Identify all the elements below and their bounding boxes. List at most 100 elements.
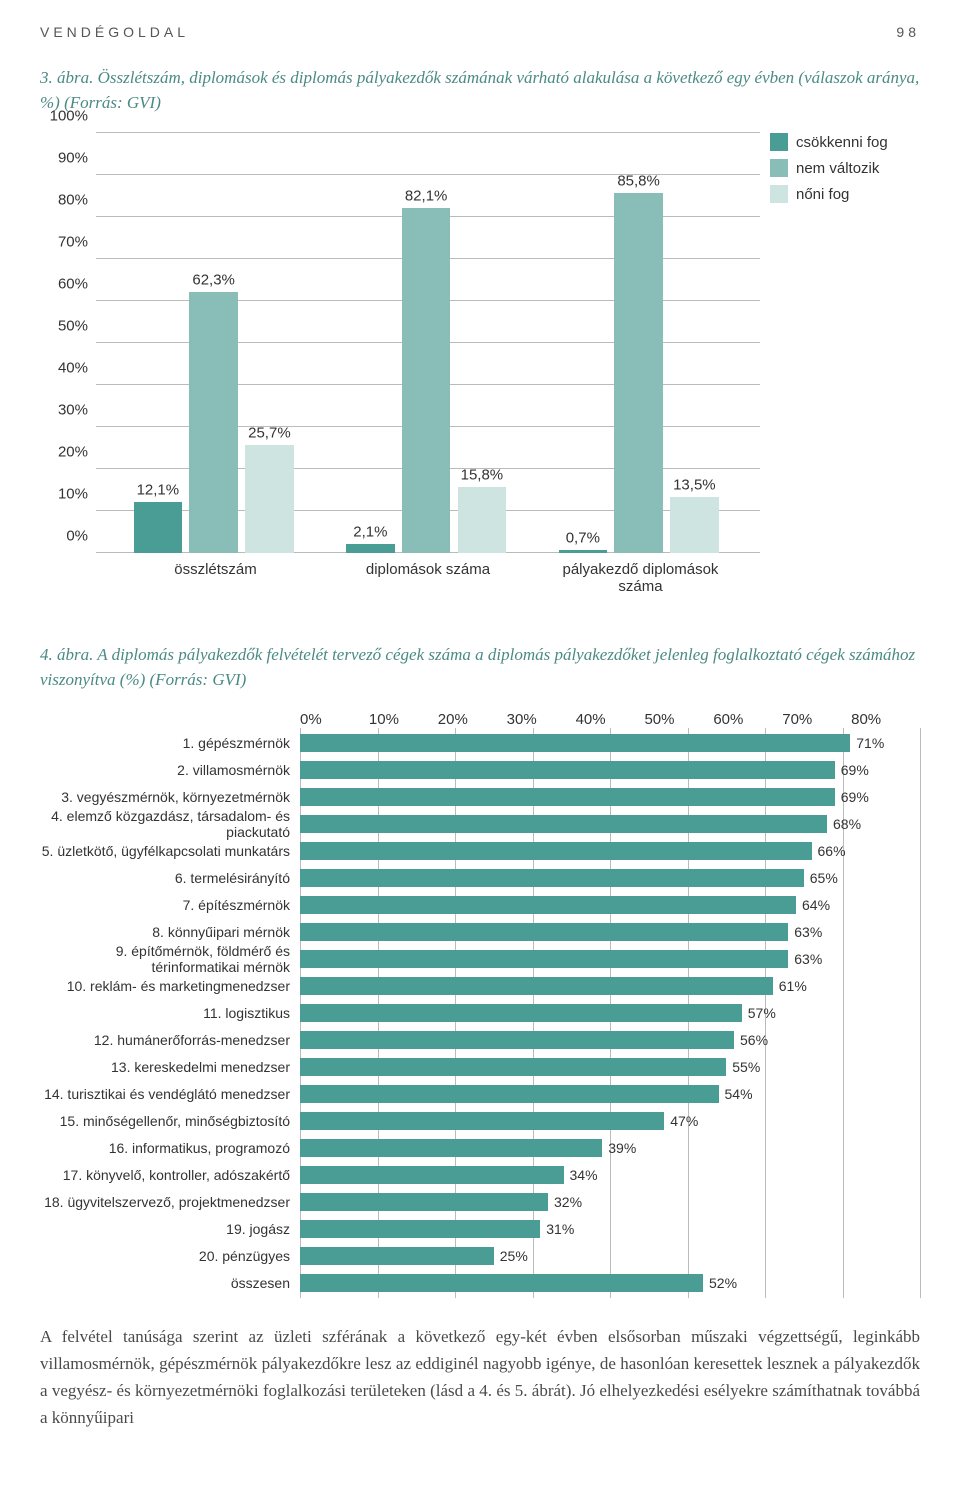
hbar-value-label: 68% [827, 815, 861, 833]
hbar-value-label: 34% [564, 1166, 598, 1184]
hbar-label: 18. ügyvitelszervező, projektmenedzser [40, 1194, 300, 1210]
legend-label: nem változik [796, 160, 879, 177]
x-gridline [765, 1241, 766, 1271]
hbar-value-label: 66% [812, 842, 846, 860]
hbar-value-label: 47% [664, 1112, 698, 1130]
x-tick-label: 10% [369, 711, 438, 728]
hbar-track: 64% [300, 896, 920, 914]
legend-label: nőni fog [796, 186, 849, 203]
hbar [300, 1220, 540, 1238]
bar: 12,1% [134, 502, 182, 553]
x-gridline [843, 890, 844, 920]
hbar-label: 17. könyvelő, kontroller, adószakértő [40, 1167, 300, 1183]
x-gridline [843, 1052, 844, 1082]
hbar-label: összesen [40, 1275, 300, 1291]
hbar-track: 55% [300, 1058, 920, 1076]
x-gridline [843, 1241, 844, 1271]
hbar-label: 19. jogász [40, 1221, 300, 1237]
hbar-row: összesen52% [40, 1271, 920, 1295]
x-gridline [920, 1025, 921, 1055]
category-label: összlétszám [123, 553, 309, 578]
x-tick-label: 30% [507, 711, 576, 728]
x-gridline [843, 863, 844, 893]
legend-item: nem változik [770, 159, 920, 177]
x-tick-label: 60% [713, 711, 782, 728]
hbar-label: 8. könnyűipari mérnök [40, 924, 300, 940]
hbar-track: 25% [300, 1247, 920, 1265]
bar-value-label: 2,1% [346, 524, 394, 541]
y-tick-label: 30% [40, 402, 88, 419]
hbar-row: 2. villamosmérnök69% [40, 758, 920, 782]
hbar-label: 15. minőségellenőr, minőségbiztosító [40, 1113, 300, 1129]
x-gridline [843, 917, 844, 947]
x-gridline [610, 1187, 611, 1217]
y-tick-label: 0% [40, 528, 88, 545]
x-gridline [765, 1079, 766, 1109]
hbar-value-label: 31% [540, 1220, 574, 1238]
hbar-label: 13. kereskedelmi menedzser [40, 1059, 300, 1075]
bar-group: 2,1%82,1%15,8%diplomások száma [335, 133, 521, 553]
x-gridline [765, 1268, 766, 1298]
hbar-row: 14. turisztikai és vendéglátó menedzser5… [40, 1082, 920, 1106]
x-gridline [765, 1187, 766, 1217]
hbar-label: 11. logisztikus [40, 1005, 300, 1021]
hbar-label: 14. turisztikai és vendéglátó menedzser [40, 1086, 300, 1102]
figure4-x-axis: 0%10%20%30%40%50%60%70%80% [300, 711, 920, 728]
hbar-label: 12. humánerőforrás-menedzser [40, 1032, 300, 1048]
hbar-label: 6. termelésirányító [40, 870, 300, 886]
hbar-value-label: 63% [788, 923, 822, 941]
hbar-track: 61% [300, 977, 920, 995]
hbar-track: 69% [300, 788, 920, 806]
hbar [300, 1274, 703, 1292]
hbar-row: 16. informatikus, programozó39% [40, 1136, 920, 1160]
x-gridline [920, 755, 921, 785]
x-gridline [920, 809, 921, 839]
bar: 2,1% [346, 544, 394, 553]
x-gridline [765, 1160, 766, 1190]
figure3-legend: csökkenni fognem változiknőni fog [770, 133, 920, 211]
hbar [300, 869, 804, 887]
hbar-row: 20. pénzügyes25% [40, 1244, 920, 1268]
x-gridline [920, 1214, 921, 1244]
figure3-chart: 0%10%20%30%40%50%60%70%80%90%100%12,1%62… [40, 133, 920, 593]
hbar-track: 31% [300, 1220, 920, 1238]
hbar [300, 923, 788, 941]
x-gridline [920, 863, 921, 893]
hbar-row: 12. humánerőforrás-menedzser56% [40, 1028, 920, 1052]
hbar-row: 7. építészmérnök64% [40, 893, 920, 917]
hbar-label: 7. építészmérnök [40, 897, 300, 913]
x-gridline [688, 1160, 689, 1190]
hbar-track: 63% [300, 923, 920, 941]
y-tick-label: 40% [40, 360, 88, 377]
x-gridline [765, 1133, 766, 1163]
hbar-value-label: 57% [742, 1004, 776, 1022]
y-tick-label: 70% [40, 234, 88, 251]
hbar-value-label: 71% [850, 734, 884, 752]
hbar-row: 15. minőségellenőr, minőségbiztosító 47% [40, 1109, 920, 1133]
hbar-track: 56% [300, 1031, 920, 1049]
hbar-row: 5. üzletkötő, ügyfélkapcsolati munkatárs… [40, 839, 920, 863]
x-gridline [920, 782, 921, 812]
x-tick-label: 80% [851, 711, 920, 728]
x-gridline [688, 1133, 689, 1163]
hbar-row: 9. építőmérnök, földmérő és térinformati… [40, 947, 920, 971]
y-tick-label: 90% [40, 150, 88, 167]
legend-swatch [770, 159, 788, 177]
figure4-chart: 0%10%20%30%40%50%60%70%80% 1. gépészmérn… [40, 711, 920, 1295]
x-gridline [843, 971, 844, 1001]
hbar-label: 5. üzletkötő, ügyfélkapcsolati munkatárs [40, 843, 300, 859]
hbar [300, 1058, 726, 1076]
hbar-row: 13. kereskedelmi menedzser55% [40, 1055, 920, 1079]
legend-swatch [770, 133, 788, 151]
hbar [300, 1193, 548, 1211]
x-gridline [765, 1052, 766, 1082]
x-tick-label: 20% [438, 711, 507, 728]
hbar-label: 20. pénzügyes [40, 1248, 300, 1264]
legend-swatch [770, 185, 788, 203]
hbar-row: 11. logisztikus 57% [40, 1001, 920, 1025]
x-gridline [688, 1214, 689, 1244]
x-gridline [765, 1106, 766, 1136]
hbar-row: 19. jogász 31% [40, 1217, 920, 1241]
x-gridline [920, 944, 921, 974]
y-tick-label: 10% [40, 486, 88, 503]
